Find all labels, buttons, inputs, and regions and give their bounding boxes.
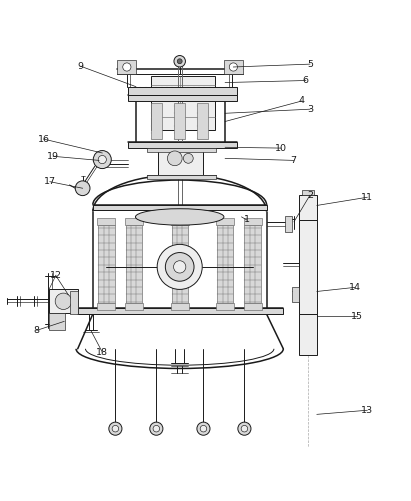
Text: 3: 3 xyxy=(307,105,313,114)
Text: 9: 9 xyxy=(78,62,83,71)
Bar xyxy=(216,218,234,225)
Text: 17: 17 xyxy=(44,177,56,186)
Circle shape xyxy=(112,425,119,432)
Bar xyxy=(128,142,238,148)
Circle shape xyxy=(241,425,248,432)
Text: 15: 15 xyxy=(351,312,363,321)
Circle shape xyxy=(229,63,238,71)
Bar xyxy=(128,87,238,95)
Bar xyxy=(147,148,216,152)
Text: 16: 16 xyxy=(38,135,50,144)
Text: 10: 10 xyxy=(275,144,287,153)
Text: 13: 13 xyxy=(361,406,373,415)
Circle shape xyxy=(167,151,182,166)
Circle shape xyxy=(183,153,193,163)
Text: 2: 2 xyxy=(307,191,313,200)
Bar xyxy=(151,77,215,130)
Bar xyxy=(97,303,115,310)
Text: 8: 8 xyxy=(34,326,40,335)
FancyBboxPatch shape xyxy=(118,60,136,74)
Circle shape xyxy=(93,151,111,168)
Bar xyxy=(158,148,203,175)
Circle shape xyxy=(153,425,159,432)
Bar xyxy=(171,225,188,303)
Text: 19: 19 xyxy=(47,152,59,161)
Bar xyxy=(299,220,317,314)
Circle shape xyxy=(173,261,186,273)
Circle shape xyxy=(150,422,163,435)
Bar xyxy=(125,303,143,310)
Circle shape xyxy=(174,56,185,67)
Circle shape xyxy=(197,422,210,435)
Bar xyxy=(171,218,189,225)
Text: 5: 5 xyxy=(307,60,313,69)
Bar xyxy=(291,288,299,302)
Circle shape xyxy=(98,155,106,164)
Bar xyxy=(302,190,314,195)
Text: 7: 7 xyxy=(291,156,297,165)
Bar xyxy=(244,218,262,225)
Bar xyxy=(217,225,233,303)
Text: 12: 12 xyxy=(50,272,62,281)
Bar xyxy=(49,313,65,330)
Text: 14: 14 xyxy=(349,283,361,292)
Bar xyxy=(69,292,78,314)
Circle shape xyxy=(238,422,251,435)
Text: 18: 18 xyxy=(96,348,108,357)
Bar xyxy=(128,95,238,101)
Bar xyxy=(299,314,317,355)
Bar xyxy=(197,103,208,139)
Circle shape xyxy=(55,293,72,310)
Circle shape xyxy=(200,425,207,432)
Bar xyxy=(93,204,266,210)
Bar xyxy=(171,303,189,310)
FancyBboxPatch shape xyxy=(224,60,243,74)
Circle shape xyxy=(75,181,90,195)
Bar xyxy=(245,225,261,303)
Ellipse shape xyxy=(136,209,224,225)
Bar xyxy=(78,308,283,314)
Bar xyxy=(299,195,317,220)
Text: 4: 4 xyxy=(299,97,305,106)
Bar xyxy=(151,103,162,139)
Bar xyxy=(97,218,115,225)
Bar xyxy=(174,103,185,139)
Text: 6: 6 xyxy=(303,76,309,85)
Circle shape xyxy=(109,422,122,435)
Circle shape xyxy=(157,244,202,290)
Bar xyxy=(147,175,216,179)
Bar xyxy=(126,225,142,303)
Circle shape xyxy=(177,59,182,64)
Bar xyxy=(98,225,115,303)
Circle shape xyxy=(165,253,194,281)
Bar xyxy=(216,303,234,310)
Bar xyxy=(49,290,78,313)
Text: 11: 11 xyxy=(361,193,373,202)
Bar xyxy=(285,216,292,232)
Bar xyxy=(244,303,262,310)
Circle shape xyxy=(123,63,131,71)
Text: 1: 1 xyxy=(243,215,249,224)
Bar xyxy=(125,218,143,225)
